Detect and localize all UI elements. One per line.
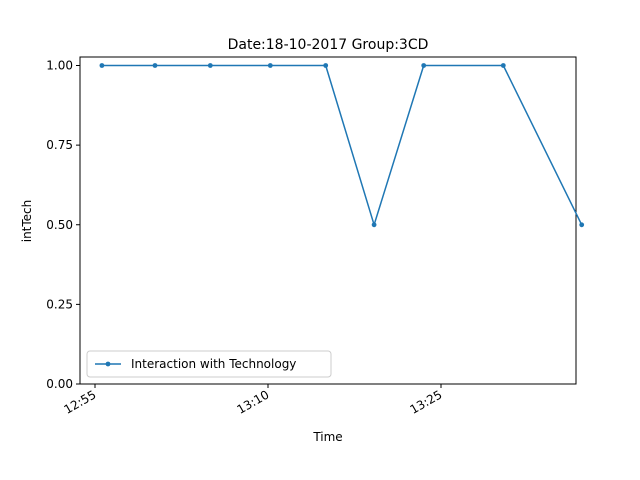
data-point — [579, 222, 585, 228]
y-tick-label: 0.00 — [46, 377, 73, 391]
y-axis-label: intTech — [20, 200, 34, 243]
data-point — [267, 63, 273, 68]
data-point — [99, 63, 105, 68]
y-tick-label: 0.50 — [46, 218, 73, 232]
x-axis-label: Time — [312, 430, 342, 444]
y-tick-label: 1.00 — [46, 59, 73, 73]
legend: Interaction with Technology — [86, 350, 332, 378]
legend-box — [86, 350, 332, 378]
legend-label: Interaction with Technology — [131, 357, 296, 371]
data-point — [500, 63, 506, 68]
plot-area — [79, 56, 577, 385]
data-point — [207, 63, 213, 68]
series-layer — [99, 63, 585, 228]
legend-marker — [105, 361, 111, 367]
data-point — [371, 222, 377, 228]
y-tick-label: 0.25 — [46, 297, 73, 311]
data-point — [323, 63, 329, 68]
chart-title: Date:18-10-2017 Group:3CD — [228, 37, 429, 53]
data-point — [152, 63, 158, 68]
y-tick-label: 0.75 — [46, 138, 73, 152]
y-axis: 0.00 0.25 0.50 0.75 1.00 — [46, 59, 80, 391]
data-point — [421, 63, 427, 68]
